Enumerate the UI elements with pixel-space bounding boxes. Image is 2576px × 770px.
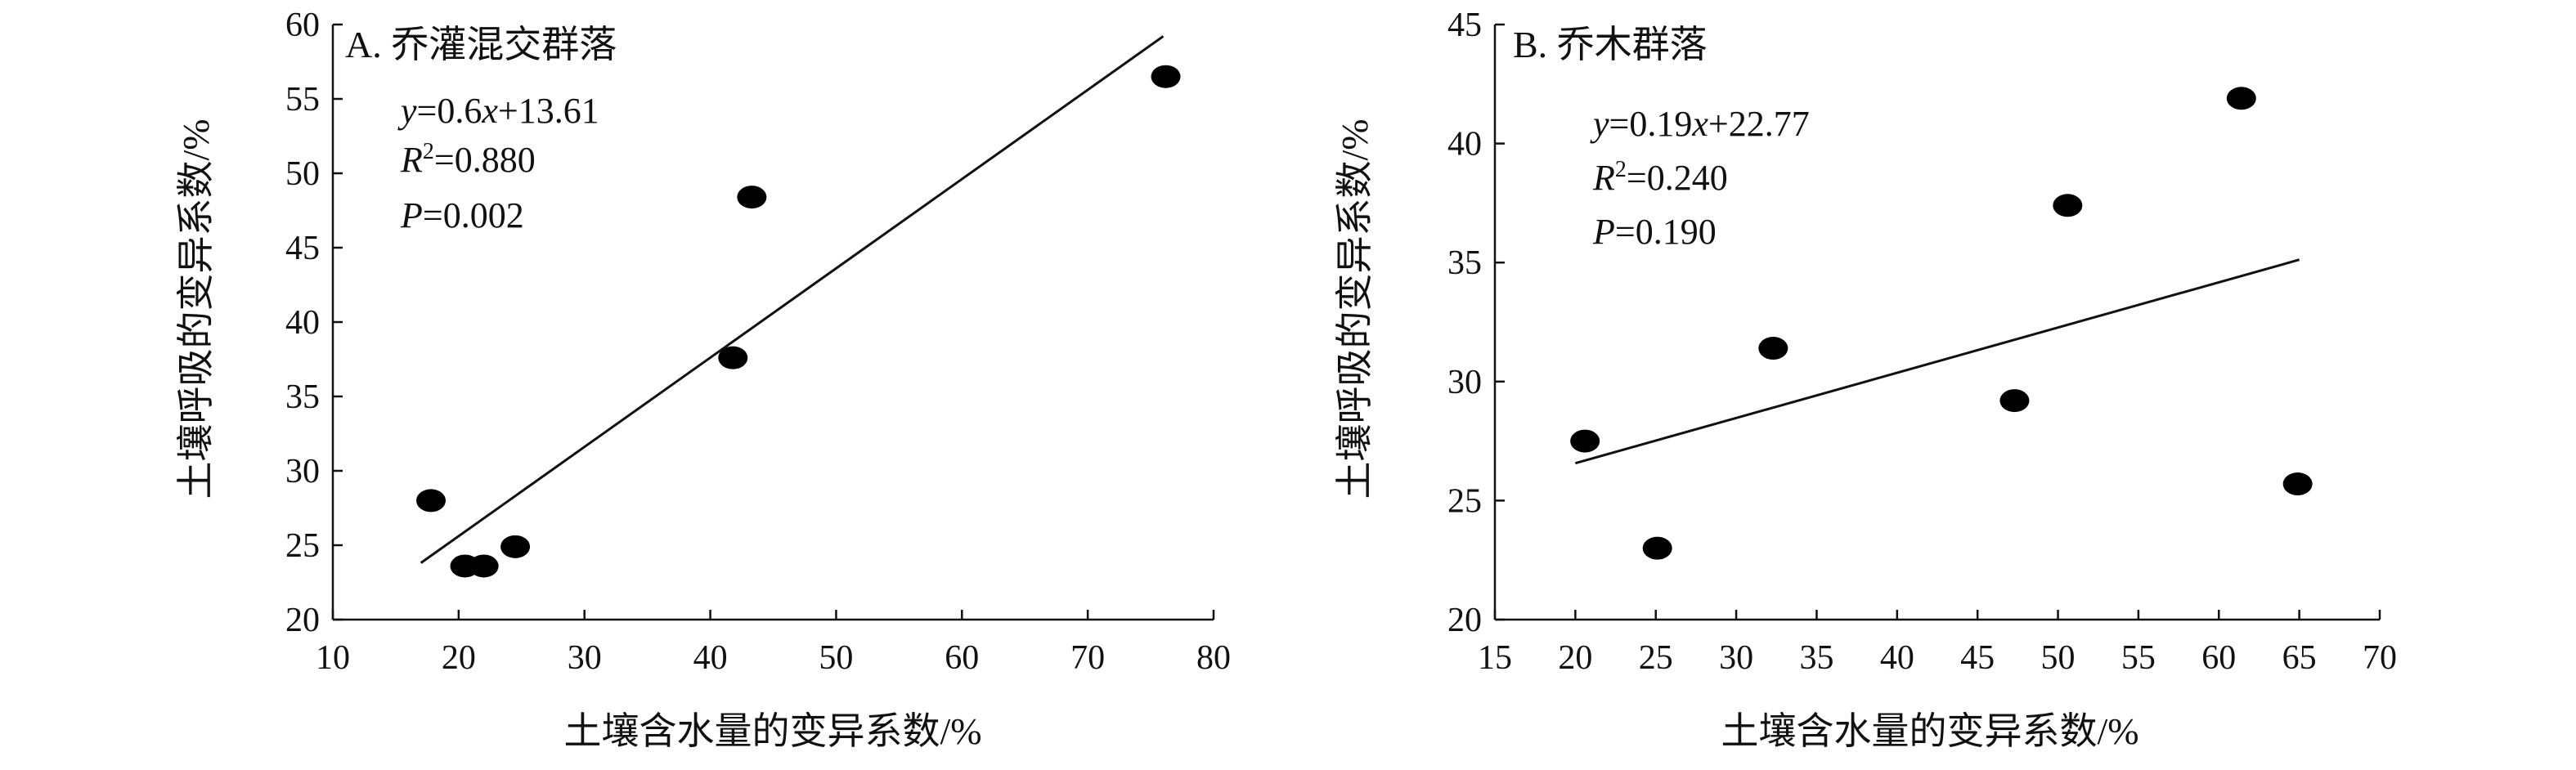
panel-b-x-tick-label: 25: [1639, 639, 1673, 677]
panel-a-x-tick-label: 30: [568, 639, 602, 677]
panel-a-y-tick-label: 30: [285, 453, 320, 490]
panel-b-title: B. 乔木群落: [1513, 24, 1708, 65]
panel-b-p-val: =0.190: [1615, 212, 1717, 252]
panel-b-equation: y=0.19x+22.77: [1590, 104, 1810, 144]
panel-a-y-tick-label: 60: [285, 7, 320, 44]
panel-a-y-tick-label: 25: [285, 527, 320, 565]
panel-b-chart: 土壤呼吸的变异系数/% 土壤含水量的变异系数/% B. 乔木群落 y=0.19x…: [1334, 7, 2397, 752]
panel-b-y-tick-label: 35: [1447, 244, 1482, 282]
panel-a-regression-line: [420, 35, 1165, 564]
panel-b-x-tick-label: 55: [2121, 639, 2156, 677]
panel-a-x-axis-title: 土壤含水量的变异系数/%: [563, 710, 981, 752]
panel-a-eq-x: x: [481, 91, 498, 131]
panel-b-x-tick-label: 20: [1558, 639, 1592, 677]
panel-b-y-tick-label: 20: [1447, 602, 1482, 639]
panel-b-data-point: [2053, 194, 2083, 217]
panel-b-x-tick-label: 50: [2041, 639, 2076, 677]
panel-a-title: A. 乔灌混交群落: [345, 24, 617, 65]
panel-b-y-axis-title: 土壤呼吸的变异系数/%: [1334, 119, 1376, 499]
panel-a-r2-value: =0.880: [434, 140, 536, 180]
panel-a-eq-rest: +13.61: [498, 91, 599, 131]
panel-b-y-tick-label: 45: [1447, 7, 1482, 44]
panel-b-data-point: [2282, 472, 2313, 496]
panel-a-x-tick-label: 60: [945, 639, 979, 677]
panel-a-y-tick-label: 45: [285, 230, 320, 267]
panel-a-p-val: =0.002: [423, 195, 524, 235]
panel-b-p-value: P=0.190: [1592, 212, 1717, 252]
panel-b-regression-line: [1574, 258, 2300, 465]
panel-a-x-tick-label: 10: [316, 639, 350, 677]
panel-b-x-tick-label: 65: [2282, 639, 2317, 677]
panel-b-y-tick-label: 40: [1447, 126, 1482, 163]
panel-a-y-tick-label: 20: [285, 602, 320, 639]
panel-b-p-label: P: [1592, 212, 1615, 252]
panel-a-x-tick-label: 80: [1196, 639, 1231, 677]
panel-b-x-tick-label: 60: [2201, 639, 2236, 677]
panel-a-chart: 土壤呼吸的变异系数/% 土壤含水量的变异系数/% A. 乔灌混交群落 y=0.6…: [175, 7, 1231, 752]
panel-b-data-point: [1758, 337, 1788, 360]
panel-a-r2-sup: 2: [423, 139, 434, 164]
panel-b-x-tick-label: 35: [1799, 639, 1833, 677]
panel-b-x-tick-label: 40: [1880, 639, 1914, 677]
panel-a-data-point: [1151, 65, 1181, 88]
panel-a-r-squared: R2=0.880: [400, 139, 536, 180]
panel-a-data-point: [416, 489, 447, 513]
panel-a-x-tick-label: 70: [1070, 639, 1105, 677]
panel-b-r2-label: R: [1592, 158, 1615, 198]
panel-b-r-squared: R2=0.240: [1592, 157, 1728, 198]
panel-a-equation: y=0.6x+13.61: [397, 91, 599, 131]
panel-a-data-point: [500, 535, 531, 558]
panel-a-p-value: P=0.002: [400, 195, 524, 235]
panel-a-r2-label: R: [400, 140, 423, 180]
panel-b-x-axis-title: 土壤含水量的变异系数/%: [1721, 710, 2138, 752]
panel-b-eq-coef: =0.19: [1609, 104, 1693, 144]
panel-b-y-tick-label: 30: [1447, 364, 1482, 401]
panel-b-data-point: [1999, 389, 2030, 413]
panel-a-y-tick-label: 35: [285, 378, 320, 416]
panel-a-y-tick-label: 55: [285, 81, 320, 119]
panel-b-x-tick-label: 70: [2363, 639, 2397, 677]
panel-a-x-tick-label: 50: [819, 639, 853, 677]
panel-b-r2-sup: 2: [1615, 157, 1627, 182]
panel-b-x-tick-label: 15: [1478, 639, 1512, 677]
panel-a-y-axis-title: 土壤呼吸的变异系数/%: [175, 119, 217, 499]
panel-b-r2-value: =0.240: [1627, 158, 1728, 198]
panel-a-eq-y: y: [397, 91, 417, 131]
panel-b-eq-rest: +22.77: [1708, 104, 1810, 144]
panel-a-y-tick-label: 40: [285, 304, 320, 342]
panel-a-y-tick-label: 50: [285, 155, 320, 193]
panel-a-data-point: [737, 186, 767, 209]
panel-a-eq-coef: =0.6: [417, 91, 482, 131]
panel-a-x-tick-label: 20: [442, 639, 476, 677]
panel-b-y-tick-label: 25: [1447, 482, 1482, 520]
panel-b-data-point: [1570, 429, 1600, 453]
panel-b-eq-y: y: [1590, 104, 1609, 144]
panel-a-x-tick-label: 40: [693, 639, 728, 677]
panel-b-data-point: [2226, 87, 2256, 110]
panel-a-data-point: [469, 554, 499, 578]
panel-b-eq-x: x: [1691, 104, 1708, 144]
panel-b-data-point: [1642, 536, 1672, 560]
panel-b-x-tick-label: 45: [1960, 639, 1995, 677]
panel-b-x-tick-label: 30: [1719, 639, 1753, 677]
panel-a-data-point: [718, 346, 748, 369]
panel-a-p-label: P: [400, 195, 423, 235]
